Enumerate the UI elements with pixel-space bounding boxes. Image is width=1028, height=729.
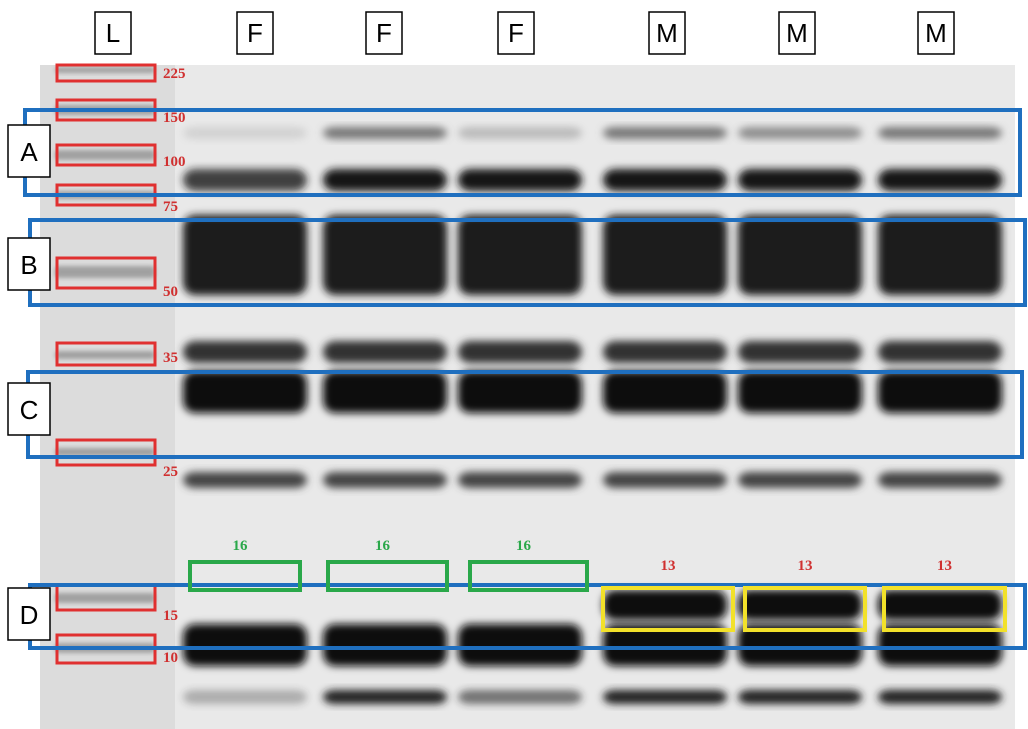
- gel-band: [603, 341, 727, 363]
- lane-label: L: [106, 18, 120, 48]
- ladder-band: [55, 67, 155, 73]
- band-label: 16: [233, 538, 249, 554]
- gel-band: [603, 371, 727, 413]
- gel-band: [183, 341, 307, 363]
- region-label: A: [20, 137, 38, 167]
- gel-band: [183, 624, 307, 666]
- gel-band: [878, 371, 1002, 413]
- ladder-band: [55, 150, 155, 160]
- gel-band: [738, 127, 862, 139]
- gel-band: [878, 690, 1002, 704]
- ladder-band: [55, 593, 155, 603]
- gel-band: [878, 472, 1002, 488]
- gel-band: [603, 590, 727, 620]
- gel-band: [738, 472, 862, 488]
- ladder-marker: 150: [163, 110, 186, 126]
- gel-band: [323, 472, 447, 488]
- gel-figure: 225 150 100 75 50 35 25 15 10 L F F F M M M A B C D 16 16 16 13…: [0, 0, 1028, 729]
- ladder-band: [55, 351, 155, 359]
- ladder-marker: 50: [163, 284, 178, 300]
- gel-band: [738, 215, 862, 295]
- band-label: 13: [798, 558, 813, 574]
- gel-band: [323, 690, 447, 704]
- lane-label: F: [247, 18, 263, 48]
- ladder-marker: 25: [163, 464, 178, 480]
- gel-band: [458, 371, 582, 413]
- gel-band: [603, 169, 727, 191]
- ladder-marker: 10: [163, 650, 178, 666]
- gel-band: [323, 215, 447, 295]
- gel-band: [603, 215, 727, 295]
- gel-band: [603, 472, 727, 488]
- gel-band: [738, 341, 862, 363]
- ladder-band: [55, 448, 155, 456]
- gel-band: [183, 169, 307, 191]
- gel-band: [183, 472, 307, 488]
- band-label: 16: [375, 538, 391, 554]
- gel-band: [878, 590, 1002, 620]
- region-label: B: [20, 250, 37, 280]
- gel-band: [458, 690, 582, 704]
- gel-band: [323, 371, 447, 413]
- gel-band: [458, 215, 582, 295]
- lane-label: M: [925, 18, 947, 48]
- gel-band: [738, 371, 862, 413]
- gel-band: [738, 169, 862, 191]
- region-label: C: [20, 395, 39, 425]
- lane-label: M: [786, 18, 808, 48]
- gel-band: [323, 624, 447, 666]
- gel-band: [458, 169, 582, 191]
- gel-band: [323, 169, 447, 191]
- ladder-marker: 225: [163, 66, 186, 82]
- gel-band: [323, 127, 447, 139]
- ladder-marker: 100: [163, 154, 186, 170]
- gel-band: [458, 624, 582, 666]
- gel-band: [603, 690, 727, 704]
- gel-band: [603, 127, 727, 139]
- ladder-marker: 15: [163, 608, 178, 624]
- gel-band: [183, 127, 307, 139]
- gel-band: [458, 341, 582, 363]
- gel-band: [738, 590, 862, 620]
- gel-band: [458, 472, 582, 488]
- lane-label: F: [508, 18, 524, 48]
- band-label: 16: [516, 538, 532, 554]
- gel-band: [878, 215, 1002, 295]
- gel-band: [878, 341, 1002, 363]
- gel-band: [183, 690, 307, 704]
- band-label: 13: [661, 558, 676, 574]
- ladder-marker: 35: [163, 350, 178, 366]
- gel-band: [183, 215, 307, 295]
- band-label: 13: [937, 558, 952, 574]
- ladder-marker: 75: [163, 199, 178, 215]
- gel-band: [323, 341, 447, 363]
- region-label: D: [20, 600, 39, 630]
- lane-label: F: [376, 18, 392, 48]
- ladder-band: [55, 266, 155, 278]
- gel-band: [458, 127, 582, 139]
- gel-band: [878, 169, 1002, 191]
- gel-band: [738, 690, 862, 704]
- gel-band: [878, 127, 1002, 139]
- gel-band: [183, 371, 307, 413]
- lane-label: M: [656, 18, 678, 48]
